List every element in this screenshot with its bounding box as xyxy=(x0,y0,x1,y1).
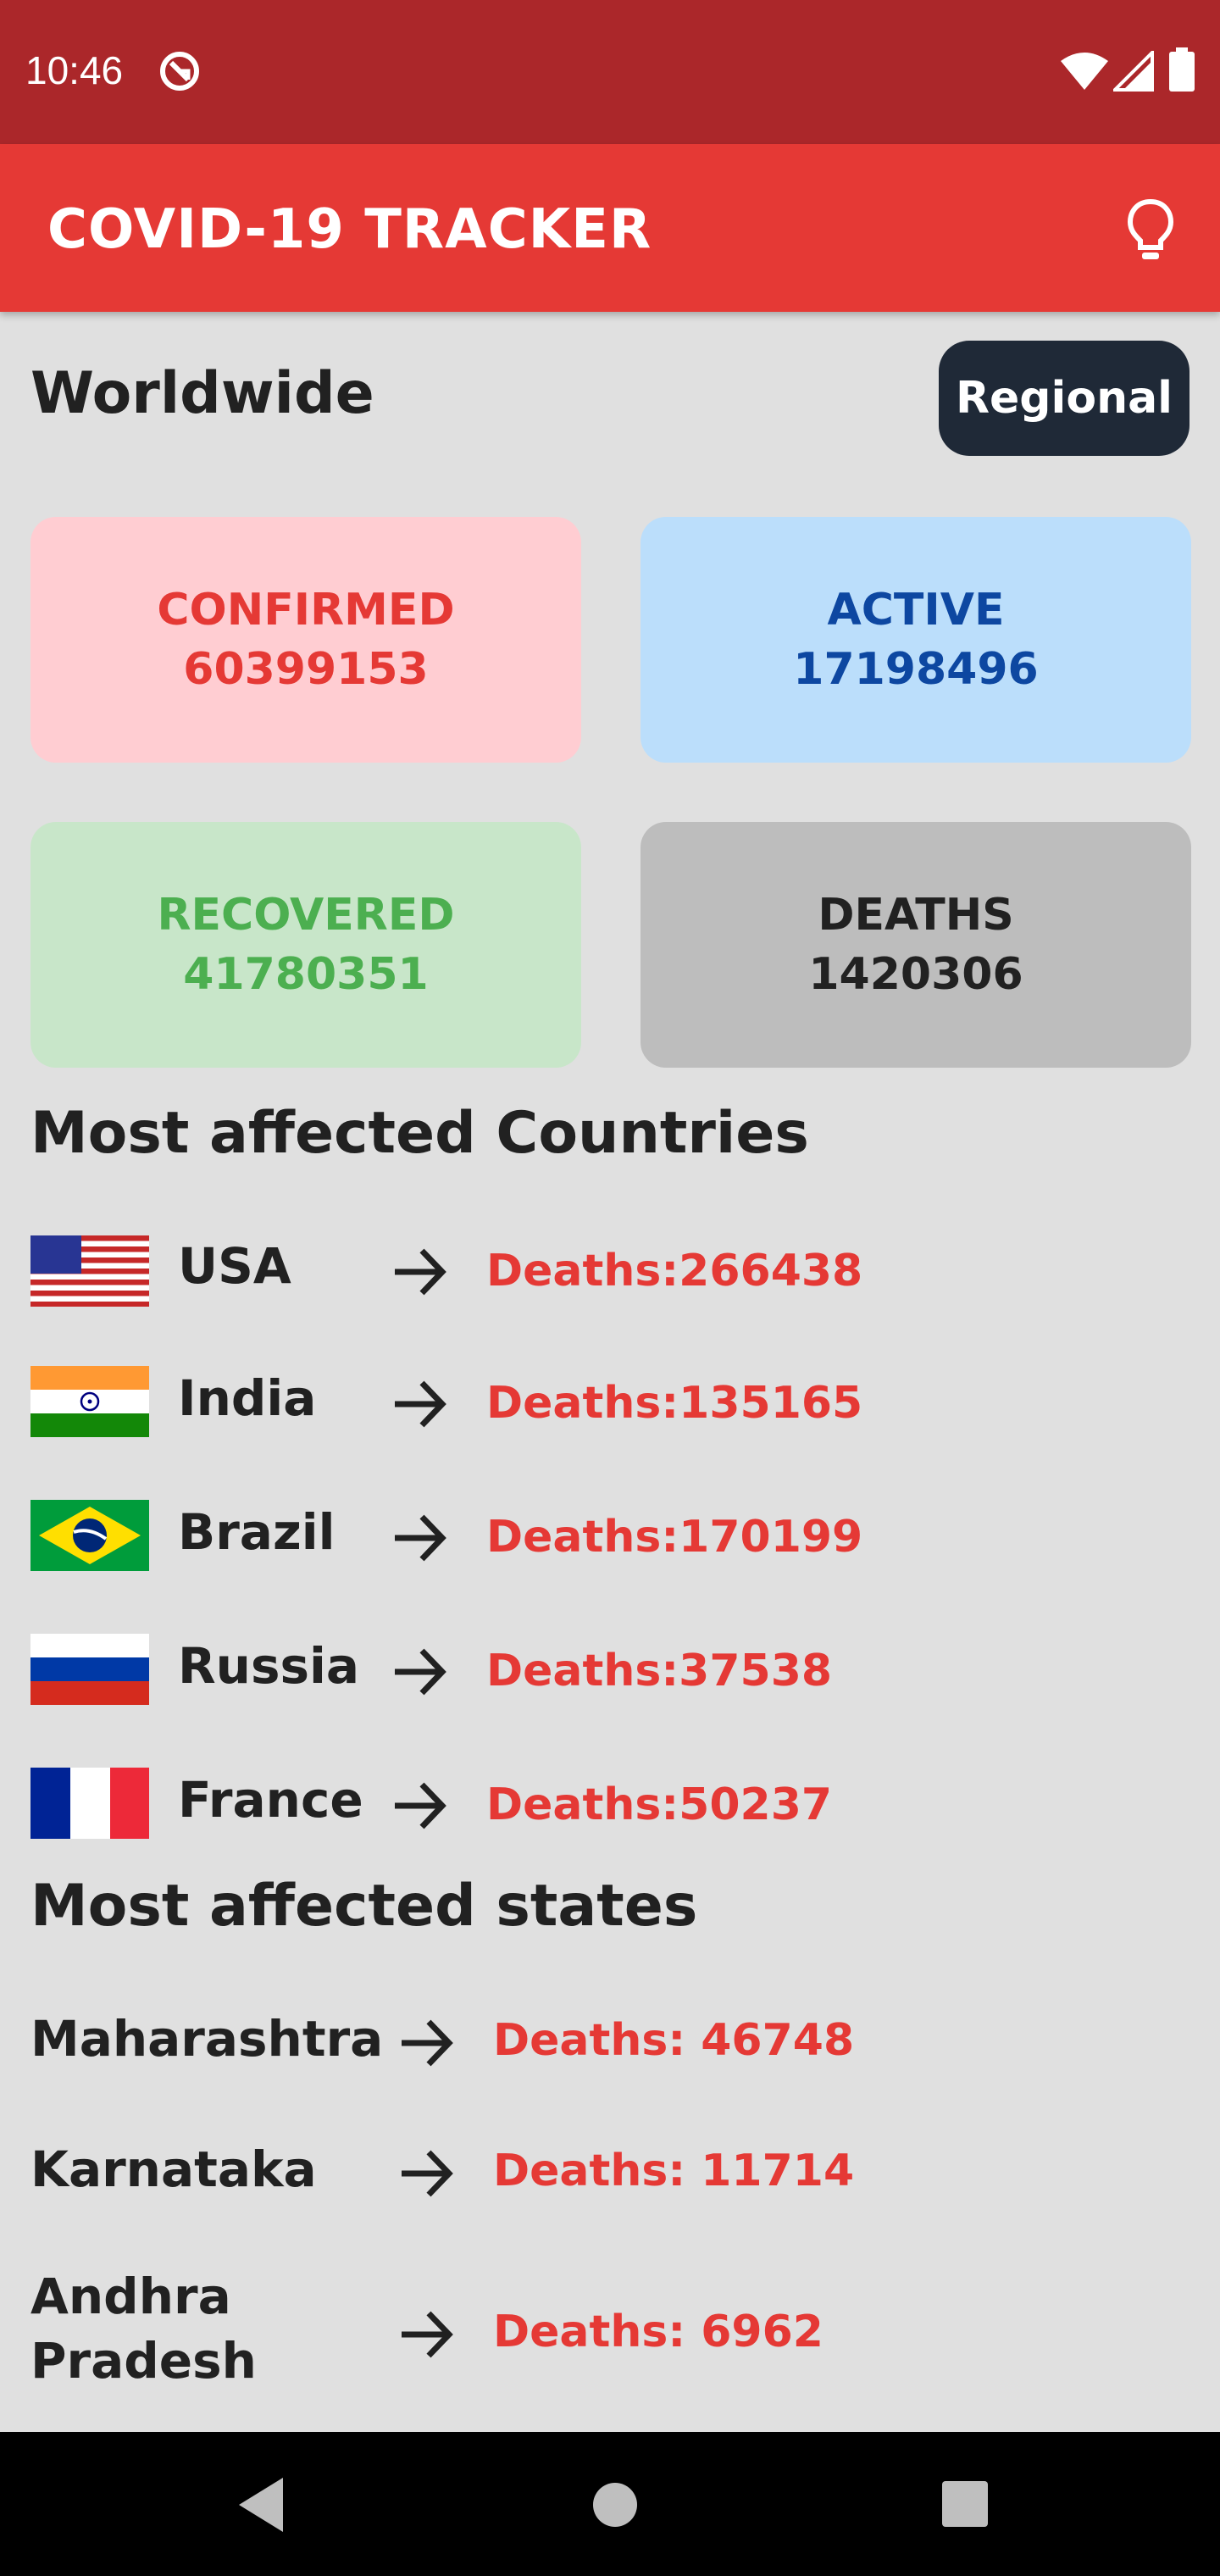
state-deaths: Deaths: 11714 xyxy=(493,2146,855,2196)
recent-apps-icon[interactable] xyxy=(935,2474,995,2534)
arrow-right-icon xyxy=(395,1514,446,1562)
app-bar: COVID-19 TRACKER xyxy=(0,144,1220,312)
app-title: COVID-19 TRACKER xyxy=(47,198,652,261)
deaths-value: 1420306 xyxy=(808,949,1023,1000)
country-name: France xyxy=(178,1771,363,1829)
country-deaths: Deaths:37538 xyxy=(486,1646,833,1696)
arrow-right-icon xyxy=(395,1782,446,1829)
sync-icon xyxy=(160,52,199,91)
lightbulb-icon[interactable] xyxy=(1125,198,1176,264)
worldwide-title: Worldwide xyxy=(30,360,374,427)
arrow-right-icon xyxy=(402,2311,453,2358)
confirmed-card: CONFIRMED 60399153 xyxy=(30,517,581,763)
state-deaths: Deaths: 6962 xyxy=(493,2307,824,2357)
country-row[interactable]: Russia Deaths:37538 xyxy=(0,1622,1220,1724)
navigation-bar xyxy=(0,2432,1220,2576)
deaths-card: DEATHS 1420306 xyxy=(640,822,1191,1068)
battery-icon xyxy=(1169,47,1195,92)
country-name: Brazil xyxy=(178,1503,336,1561)
country-row[interactable]: France Deaths:50237 xyxy=(0,1756,1220,1857)
country-deaths: Deaths:50237 xyxy=(486,1779,833,1830)
arrow-right-icon xyxy=(395,1380,446,1428)
country-name: Russia xyxy=(178,1637,360,1695)
state-row[interactable]: Maharashtra Deaths: 46748 xyxy=(0,2000,1220,2101)
state-name: Maharashtra xyxy=(30,2010,384,2068)
india-flag-icon xyxy=(30,1366,149,1437)
arrow-right-icon xyxy=(402,2019,453,2067)
arrow-right-icon xyxy=(402,2150,453,2197)
state-row[interactable]: Karnataka Deaths: 11714 xyxy=(0,2130,1220,2232)
back-icon[interactable] xyxy=(229,2471,297,2539)
regional-button[interactable]: Regional xyxy=(939,341,1190,456)
country-deaths: Deaths:135165 xyxy=(486,1378,863,1429)
state-name: Karnataka xyxy=(30,2140,317,2198)
home-icon[interactable] xyxy=(583,2473,647,2537)
deaths-label: DEATHS xyxy=(818,890,1014,941)
recovered-value: 41780351 xyxy=(183,949,429,1000)
country-deaths: Deaths:170199 xyxy=(486,1512,863,1563)
active-value: 17198496 xyxy=(793,644,1039,695)
usa-flag-icon xyxy=(30,1235,149,1307)
active-label: ACTIVE xyxy=(827,585,1005,636)
status-bar: 10:46 xyxy=(0,0,1220,144)
status-time: 10:46 xyxy=(25,48,124,92)
russia-flag-icon xyxy=(30,1634,149,1705)
recovered-label: RECOVERED xyxy=(157,890,455,941)
confirmed-value: 60399153 xyxy=(183,644,429,695)
arrow-right-icon xyxy=(395,1648,446,1696)
recovered-card: RECOVERED 41780351 xyxy=(30,822,581,1068)
state-name: Andhra Pradesh xyxy=(30,2268,257,2390)
wifi-icon xyxy=(1061,53,1108,90)
active-card: ACTIVE 17198496 xyxy=(640,517,1191,763)
country-name: USA xyxy=(178,1237,291,1295)
country-row[interactable]: Brazil Deaths:170199 xyxy=(0,1488,1220,1590)
state-deaths: Deaths: 46748 xyxy=(493,2015,855,2066)
cellular-icon xyxy=(1113,51,1154,92)
brazil-flag-icon xyxy=(30,1500,149,1571)
country-deaths: Deaths:266438 xyxy=(486,1246,863,1296)
states-title: Most affected states xyxy=(30,1873,698,1940)
country-row[interactable]: India Deaths:135165 xyxy=(0,1354,1220,1456)
countries-title: Most affected Countries xyxy=(30,1100,809,1167)
confirmed-label: CONFIRMED xyxy=(157,585,455,636)
state-row[interactable]: Andhra Pradesh Deaths: 6962 xyxy=(0,2264,1220,2400)
arrow-right-icon xyxy=(395,1248,446,1296)
france-flag-icon xyxy=(30,1768,149,1839)
country-name: India xyxy=(178,1369,317,1427)
country-row[interactable]: USA Deaths:266438 xyxy=(0,1220,1220,1322)
